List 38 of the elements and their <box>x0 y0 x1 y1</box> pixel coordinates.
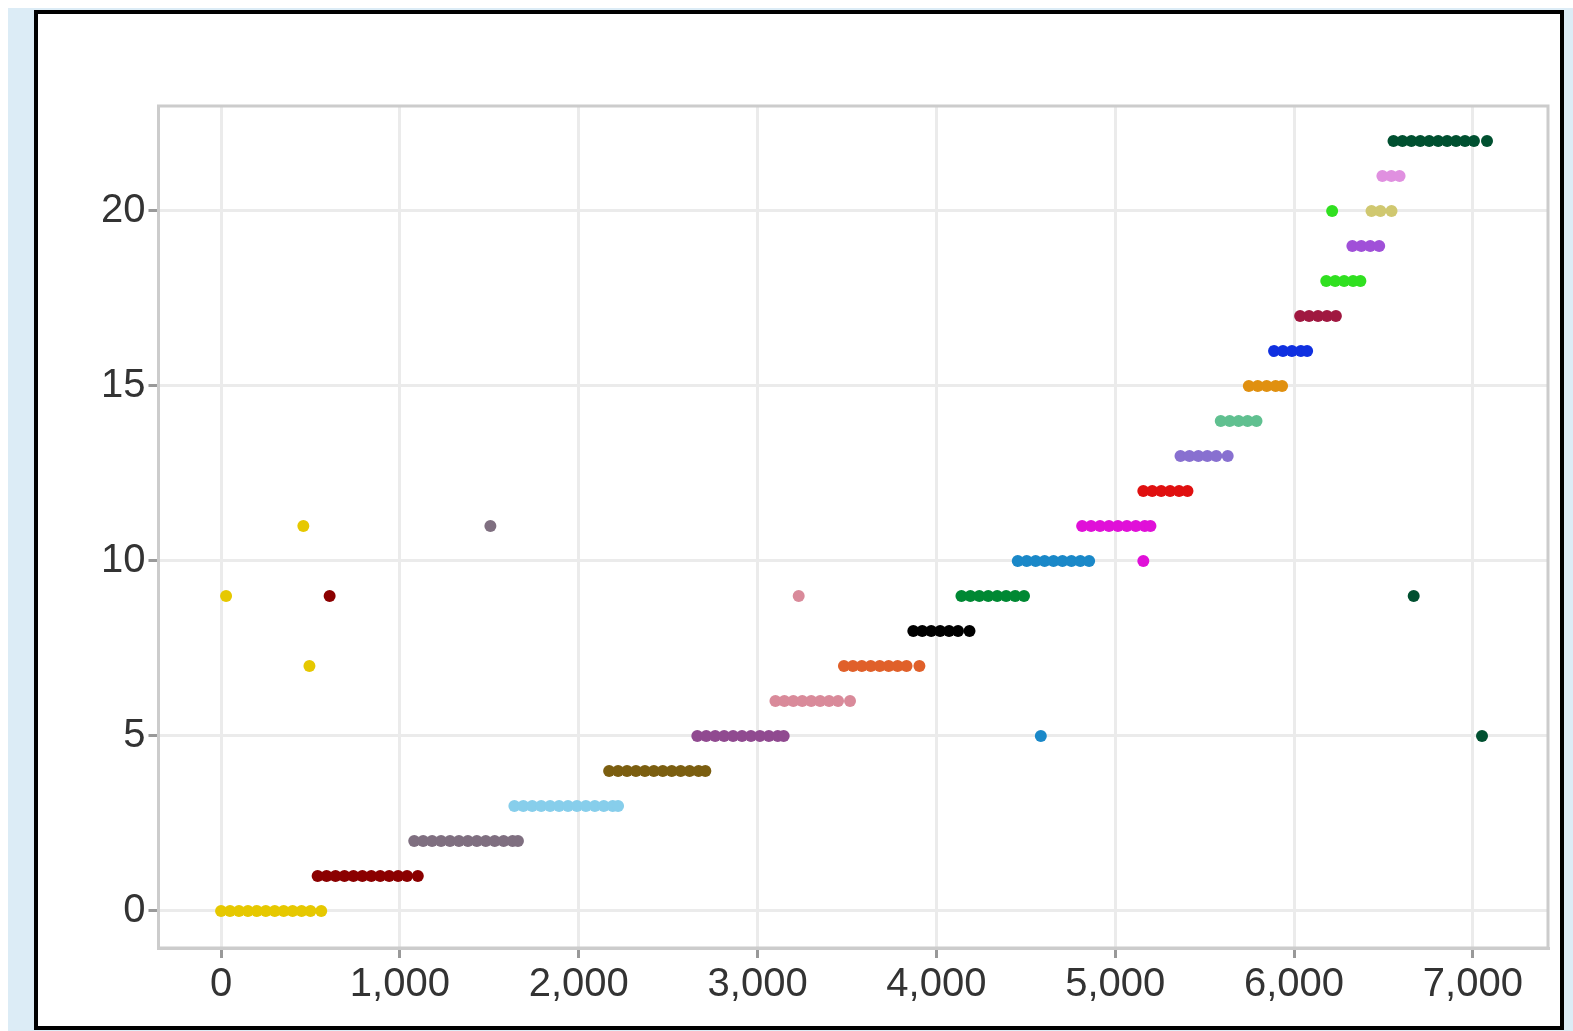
point <box>832 694 845 707</box>
x-tick-label: 6,000 <box>1244 960 1345 1005</box>
point <box>484 519 497 532</box>
point <box>792 589 805 602</box>
point <box>401 869 414 882</box>
point <box>323 589 336 602</box>
point <box>1137 554 1150 567</box>
point <box>1018 589 1031 602</box>
point <box>220 589 233 602</box>
y-tick-label: 15 <box>100 361 146 405</box>
point <box>1481 135 1494 147</box>
point <box>297 519 310 532</box>
x-tick-label: 2,000 <box>528 960 629 1005</box>
point <box>913 659 926 672</box>
y-tick-label: 0 <box>123 885 146 930</box>
point <box>1476 729 1489 742</box>
point <box>315 904 328 917</box>
point <box>1385 204 1398 217</box>
y-tick-label: 5 <box>123 710 146 755</box>
point <box>1373 239 1386 252</box>
point <box>1221 449 1234 462</box>
point <box>303 659 316 672</box>
x-tick-label: 5,000 <box>1065 960 1166 1005</box>
point <box>844 694 857 707</box>
x-tick-label: 1,000 <box>349 960 450 1005</box>
point <box>411 869 424 882</box>
point <box>1083 554 1096 567</box>
point <box>952 624 965 637</box>
point <box>963 624 976 637</box>
y-tick-label: 10 <box>100 535 146 580</box>
x-tick-label: 4,000 <box>886 960 987 1005</box>
point <box>1326 204 1339 217</box>
x-tick-label: 0 <box>209 960 233 1005</box>
x-tick-label: 7,000 <box>1422 960 1523 1005</box>
y-tick-label: 20 <box>100 186 146 231</box>
point <box>1407 589 1420 602</box>
x-tick-label: 3,000 <box>707 960 808 1005</box>
point <box>1034 729 1047 742</box>
